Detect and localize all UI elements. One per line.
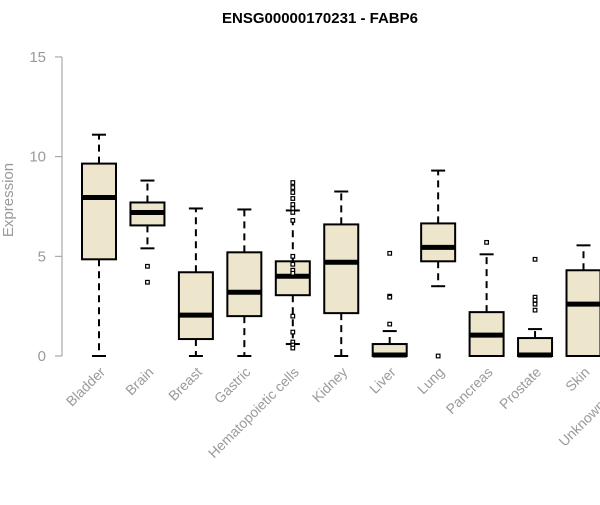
- box-group: [82, 135, 116, 356]
- x-category-label: Skin: [562, 364, 593, 395]
- x-category-label: Kidney: [309, 364, 351, 406]
- outlier-point: [291, 262, 295, 266]
- x-category-label: Gastric: [211, 364, 254, 407]
- boxes-layer: [82, 41, 600, 358]
- outlier-point: [146, 280, 150, 284]
- outlier-point: [291, 219, 295, 223]
- box-group: [470, 241, 504, 356]
- x-category-label: Pancreas: [443, 364, 496, 417]
- outlier-point: [291, 203, 295, 207]
- outlier-point: [291, 211, 295, 215]
- x-category-label: Bladder: [63, 364, 109, 410]
- box-body: [82, 164, 116, 260]
- x-category-label: Prostate: [496, 364, 544, 412]
- outlier-point: [291, 255, 295, 259]
- box-group: [179, 208, 213, 356]
- x-category-label: Lung: [414, 364, 447, 397]
- outlier-point: [291, 186, 295, 190]
- x-category-label: Liver: [366, 364, 399, 397]
- outlier-point: [291, 197, 295, 201]
- outlier-point: [291, 191, 295, 195]
- outlier-point: [291, 330, 295, 334]
- outlier-point: [436, 354, 440, 358]
- outlier-point: [146, 264, 150, 268]
- outlier-point: [388, 295, 392, 299]
- outlier-point: [291, 271, 295, 275]
- box-group: [324, 192, 358, 356]
- outlier-point: [291, 181, 295, 185]
- y-tick-label: 0: [38, 348, 46, 365]
- outlier-point: [485, 241, 489, 245]
- y-axis: 0 5 10 15: [29, 49, 62, 365]
- outlier-point: [388, 322, 392, 326]
- x-category-label: Hematopoietic cells: [205, 364, 302, 461]
- outlier-point: [533, 302, 537, 306]
- box-group: [227, 209, 261, 356]
- box-group: [276, 181, 310, 350]
- box-body: [324, 224, 358, 313]
- y-tick-label: 15: [29, 49, 46, 66]
- box-body: [227, 252, 261, 316]
- box-group: [373, 252, 407, 356]
- outlier-point: [291, 346, 295, 350]
- outlier-point: [533, 258, 537, 262]
- outlier-point: [533, 298, 537, 302]
- box-body: [567, 270, 600, 356]
- outlier-point: [388, 252, 392, 256]
- outlier-point: [291, 314, 295, 318]
- x-category-label: Breast: [165, 364, 205, 404]
- chart-title: ENSG00000170231 - FABP6: [222, 10, 418, 27]
- box-group: [130, 181, 164, 284]
- outlier-point: [291, 207, 295, 211]
- y-tick-label: 10: [29, 149, 46, 166]
- box-group: [421, 171, 455, 358]
- x-category-label: Brain: [122, 364, 156, 398]
- y-axis-label: Expression: [0, 163, 17, 237]
- outlier-point: [533, 308, 537, 312]
- box-group: [518, 258, 552, 356]
- box-group: [567, 245, 600, 356]
- box-body: [179, 272, 213, 339]
- box-body: [421, 223, 455, 261]
- y-tick-label: 5: [38, 248, 46, 265]
